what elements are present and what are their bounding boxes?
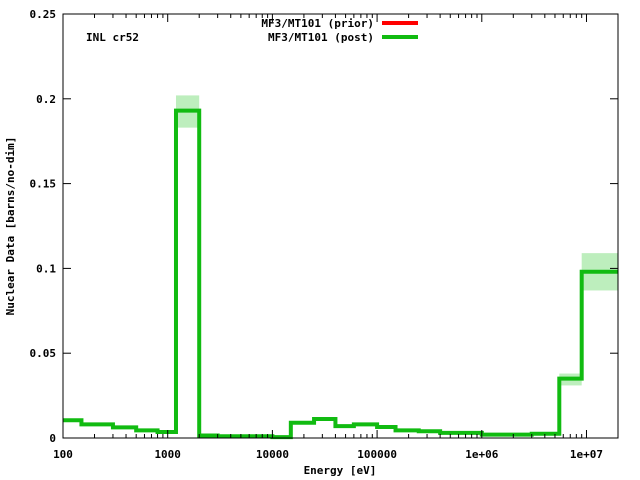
x-tick-label: 10000: [256, 448, 289, 461]
y-tick-label: 0.05: [30, 347, 57, 360]
y-tick-label: 0: [49, 432, 56, 445]
series-curves: [63, 108, 618, 440]
y-tick-label: 0.25: [30, 8, 57, 21]
x-tick-label: 100000: [357, 448, 397, 461]
y-axis-label: Nuclear Data [barns/no-dim]: [4, 137, 17, 316]
y-tick-labels: 0 0.05 0.1 0.15 0.2 0.25: [30, 8, 57, 445]
plot-frame: [62, 13, 619, 439]
x-tick-label: 100: [53, 448, 73, 461]
annotation-label: INL cr52: [86, 31, 139, 44]
y-tick-label: 0.1: [36, 262, 56, 275]
uncertainty-bands: [175, 95, 618, 386]
x-tick-labels: 100 1000 10000 100000 1e+06 1e+07: [53, 448, 603, 461]
y-tick-label: 0.15: [30, 178, 57, 191]
x-tick-label: 1000: [154, 448, 181, 461]
y-tick-label: 0.2: [36, 93, 56, 106]
x-tick-label: 1e+06: [465, 448, 498, 461]
x-tick-label: 1e+07: [570, 448, 603, 461]
legend: MF3/MT101 (prior) MF3/MT101 (post): [261, 17, 418, 44]
axis-ticks: [62, 13, 619, 439]
series-post-line: [63, 108, 618, 440]
legend-label-prior: MF3/MT101 (prior): [261, 17, 374, 30]
legend-label-post: MF3/MT101 (post): [268, 31, 374, 44]
x-axis-label: Energy [eV]: [304, 464, 377, 477]
